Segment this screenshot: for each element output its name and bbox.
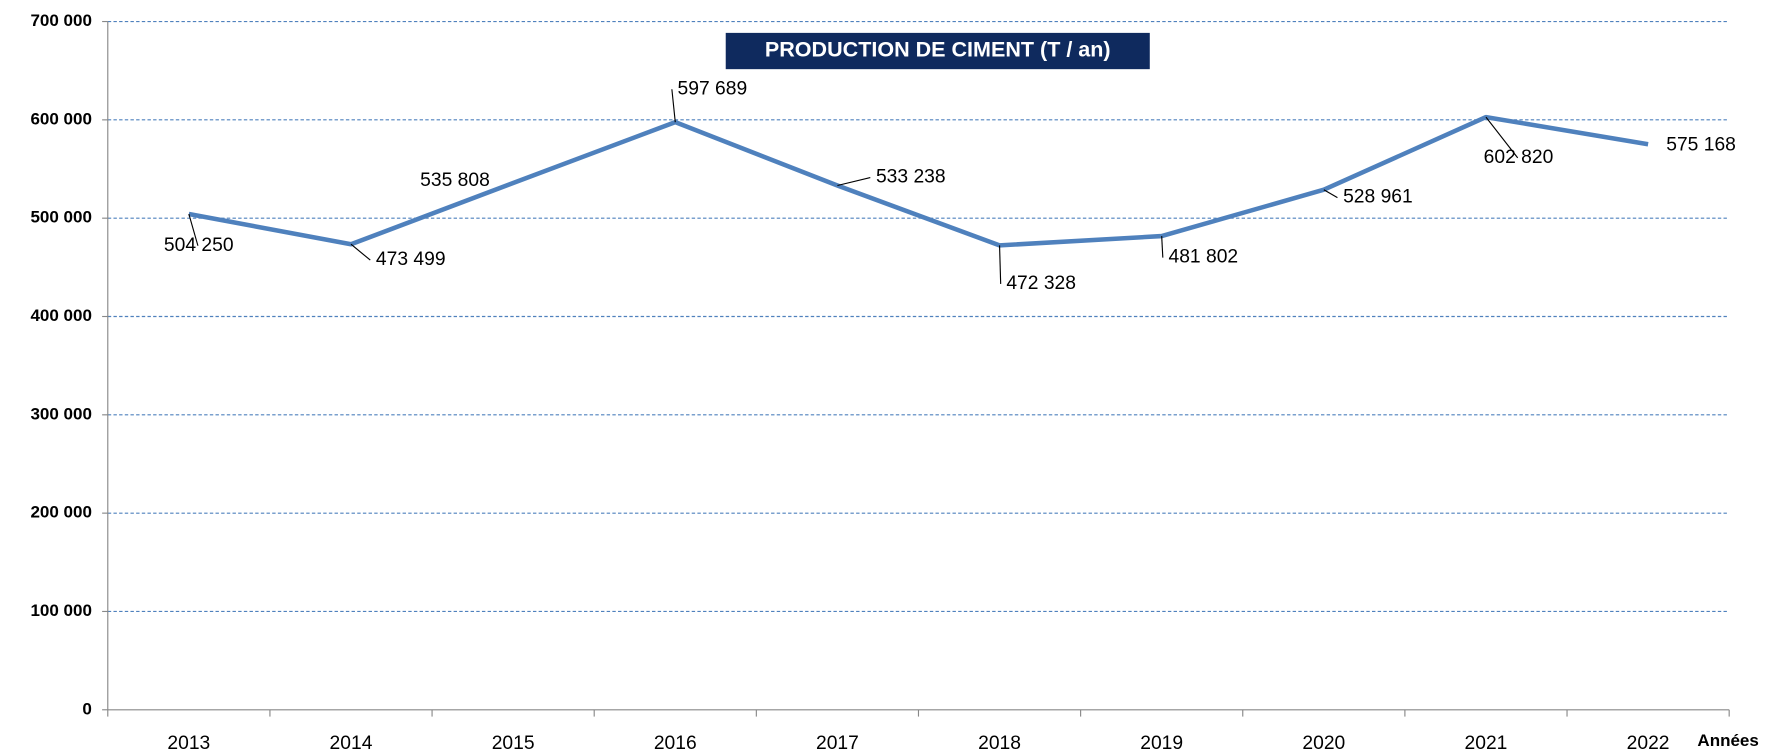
data-label: 602 820 xyxy=(1484,147,1554,168)
x-tick-label: 2019 xyxy=(1140,733,1183,754)
data-label: 575 168 xyxy=(1666,135,1736,156)
y-tick-label: 100 000 xyxy=(30,601,91,620)
leader-line xyxy=(837,177,871,187)
leader-line xyxy=(350,243,371,261)
chart-title: PRODUCTION DE CIMENT (T / an) xyxy=(765,38,1111,62)
leader-line xyxy=(998,245,1002,284)
leader-line xyxy=(188,213,199,246)
y-tick-label: 200 000 xyxy=(30,503,91,522)
x-tick-label: 2020 xyxy=(1302,733,1345,754)
leader-line xyxy=(1323,189,1338,199)
x-axis-label: Années xyxy=(1697,731,1758,750)
leader-line xyxy=(1161,236,1164,258)
x-tick-label: 2018 xyxy=(978,733,1021,754)
x-tick-label: 2014 xyxy=(330,733,373,754)
x-tick-label: 2017 xyxy=(816,733,859,754)
title-box xyxy=(725,32,1150,70)
line xyxy=(188,114,1649,248)
data-label: 481 802 xyxy=(1168,247,1238,268)
data-label: 472 328 xyxy=(1006,273,1076,294)
y-tick-label: 600 000 xyxy=(30,109,91,128)
x-tick-label: 2022 xyxy=(1627,733,1670,754)
data-label: 504 250 xyxy=(164,235,234,256)
y-tick-label: 400 000 xyxy=(30,306,91,325)
x-tick-label: 2016 xyxy=(654,733,697,754)
leader-line xyxy=(671,89,676,123)
data-label: 597 689 xyxy=(678,78,748,99)
x-tick-label: 2015 xyxy=(492,733,535,754)
data-label: 535 808 xyxy=(420,170,490,191)
data-label: 473 499 xyxy=(376,249,446,270)
y-tick-label: 700 000 xyxy=(30,11,91,30)
y-tick-label: 300 000 xyxy=(30,404,91,423)
x-tick-label: 2021 xyxy=(1465,733,1508,754)
y-tick-label: 500 000 xyxy=(30,208,91,227)
x-tick-label: 2013 xyxy=(167,733,210,754)
data-label: 533 238 xyxy=(876,167,946,188)
leader-line xyxy=(1485,116,1519,159)
data-label: 528 961 xyxy=(1343,187,1413,208)
y-tick-label: 0 xyxy=(82,699,91,718)
